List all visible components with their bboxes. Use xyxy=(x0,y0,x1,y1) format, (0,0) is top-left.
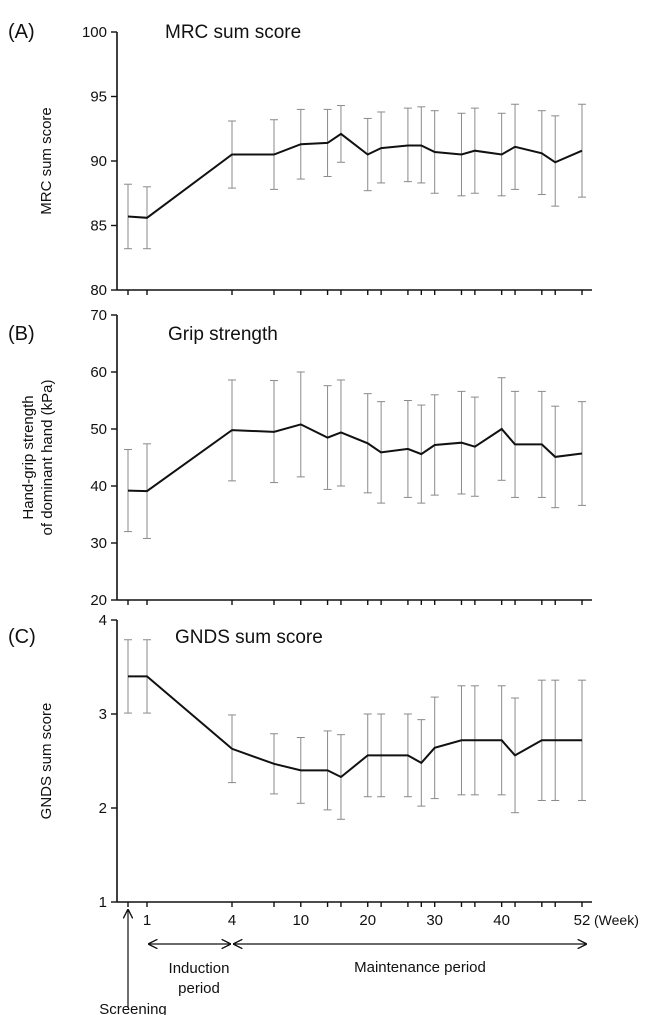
x-tick-label: 40 xyxy=(493,912,510,929)
panel-label: (A) xyxy=(8,21,35,43)
error-bar xyxy=(124,183,132,250)
y-tick-label: 95 xyxy=(90,89,107,106)
y-tick-label: 85 xyxy=(90,218,107,235)
y-tick-label: 60 xyxy=(90,364,107,381)
error-bar xyxy=(124,449,132,533)
y-tick-label: 90 xyxy=(90,153,107,170)
x-tick-label: 1 xyxy=(143,912,151,929)
x-tick-label: 4 xyxy=(228,912,236,929)
y-axis-label: MRC sum score xyxy=(38,107,55,215)
panel-title: GNDS sum score xyxy=(175,627,323,648)
x-tick-label: 20 xyxy=(359,912,376,929)
y-tick-label: 80 xyxy=(90,282,107,299)
panel-label: (C) xyxy=(8,626,36,648)
y-tick-label: 4 xyxy=(99,612,107,629)
x-axis-unit: (Week) xyxy=(594,912,639,928)
x-tick-label: 30 xyxy=(426,912,443,929)
y-tick-label: 40 xyxy=(90,478,107,495)
y-tick-label: 70 xyxy=(90,307,107,324)
y-tick-label: 2 xyxy=(99,800,107,817)
panel-title: MRC sum score xyxy=(165,22,301,43)
error-bar xyxy=(551,115,560,207)
y-tick-label: 50 xyxy=(90,421,107,438)
x-axis: 1 4 10 20 30 40 52 (Week) Induction period Mainten… xyxy=(99,910,639,1015)
series-line xyxy=(127,132,583,219)
x-tick-label: 52 xyxy=(574,912,591,929)
series-line xyxy=(127,423,583,493)
maintenance-label: Maintenance period xyxy=(354,959,486,976)
x-tick-label: 10 xyxy=(292,912,309,929)
y-tick-label: 1 xyxy=(99,894,107,911)
panel-b: (B) Grip strength 20 30 40 50 60 70 Hand-grip st… xyxy=(8,307,592,609)
y-tick-label: 30 xyxy=(90,535,107,552)
panel-a: (A) MRC sum score 80 85 90 95 100 MRC sum score xyxy=(8,21,592,299)
error-bar xyxy=(578,103,586,198)
panel-label: (B) xyxy=(8,323,35,345)
induction-label: Induction xyxy=(169,960,230,977)
y-tick-label: 100 xyxy=(82,24,107,41)
y-axis-label: GNDS sum score xyxy=(38,703,55,820)
induction-label-line2: period xyxy=(178,980,220,997)
series-line xyxy=(128,675,582,779)
panel-c: (C) GNDS sum score 1 2 3 4 GNDS sum score xyxy=(8,612,592,911)
panel-title: Grip strength xyxy=(168,324,278,345)
screening-label: Screening xyxy=(99,1001,167,1015)
y-tick-label: 3 xyxy=(99,706,107,723)
y-axis-label-line: of dominant hand (kPa) xyxy=(39,380,56,536)
y-tick-label: 20 xyxy=(90,592,107,609)
y-axis-label-line: Hand-grip strength xyxy=(20,395,37,519)
